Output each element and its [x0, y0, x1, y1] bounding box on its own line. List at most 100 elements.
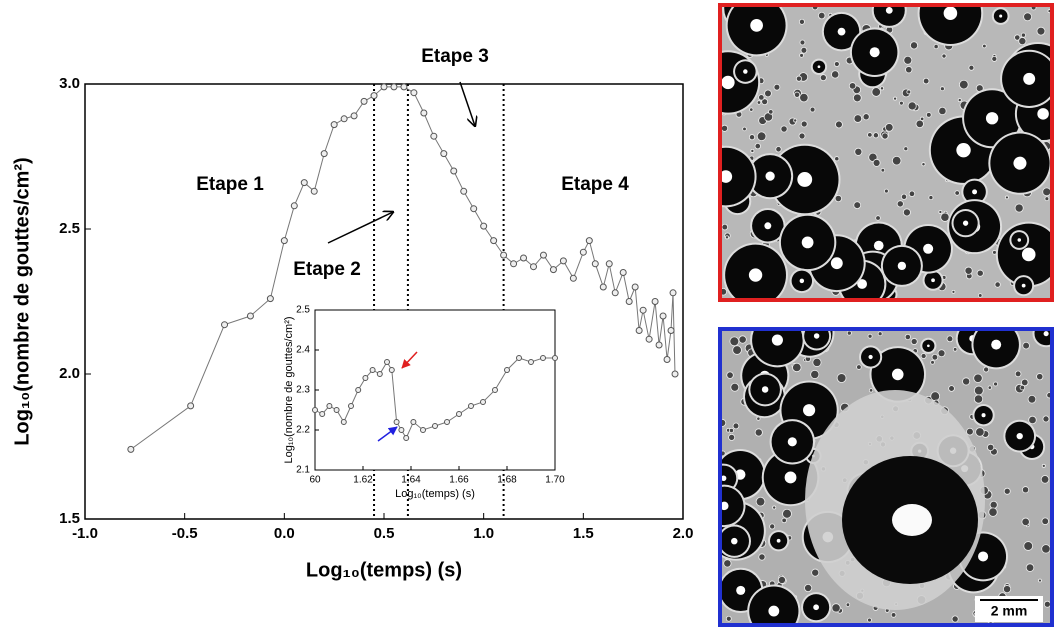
- droplet: [902, 208, 911, 217]
- droplet: [811, 568, 820, 577]
- droplet-highlight: [956, 142, 971, 158]
- y-tick-label: 2.5: [296, 305, 310, 316]
- arrow: [459, 81, 475, 126]
- droplet: [1027, 394, 1037, 404]
- x-tick-label: -1.0: [72, 525, 98, 542]
- droplet: [769, 523, 776, 530]
- y-tick-label: 3.0: [59, 75, 80, 92]
- droplet: [809, 106, 816, 113]
- data-point: [480, 222, 488, 230]
- data-point: [669, 289, 677, 297]
- y-axis-label: Log₁₀(nombre de gouttes/cm²): [11, 157, 33, 445]
- droplet: [951, 289, 956, 294]
- droplet: [986, 443, 995, 452]
- data-point: [510, 260, 518, 268]
- data-point: [490, 237, 498, 245]
- droplet: [992, 250, 997, 255]
- data-point: [611, 289, 619, 297]
- droplet: [775, 146, 782, 153]
- data-point: [348, 403, 354, 409]
- droplet-highlight: [743, 69, 748, 74]
- data-point: [540, 355, 546, 361]
- droplet: [799, 92, 809, 103]
- droplet-highlight: [1021, 247, 1036, 262]
- droplet-highlight: [972, 189, 978, 195]
- droplet: [973, 385, 984, 396]
- droplet: [1036, 26, 1046, 36]
- droplet: [1041, 517, 1049, 525]
- droplet: [725, 615, 732, 622]
- droplet-highlight: [830, 257, 843, 270]
- droplet: [756, 100, 762, 105]
- droplet: [846, 331, 852, 336]
- data-point: [384, 359, 390, 365]
- y-axis-label: Log₁₀(nombre de gouttes/cm²): [283, 316, 295, 463]
- data-point: [350, 112, 358, 120]
- data-point: [403, 435, 410, 441]
- droplet: [810, 369, 820, 379]
- droplet-highlight: [931, 278, 935, 283]
- droplet: [1021, 486, 1030, 494]
- droplet-highlight: [797, 172, 813, 187]
- y-tick-label: 2.5: [59, 220, 80, 237]
- droplet: [725, 235, 729, 240]
- droplet: [903, 55, 913, 65]
- data-point: [444, 419, 450, 425]
- droplet: [1014, 203, 1024, 213]
- droplet: [991, 55, 998, 62]
- data-point: [290, 202, 298, 210]
- data-point: [370, 92, 378, 100]
- droplet: [722, 465, 737, 491]
- droplet-highlight: [799, 278, 805, 284]
- data-point: [500, 251, 508, 259]
- droplet: [831, 603, 841, 613]
- droplet: [903, 146, 909, 152]
- stage-label: Etape 1: [196, 174, 264, 195]
- droplet: [919, 7, 982, 45]
- droplet: [795, 75, 802, 82]
- droplet-highlight: [784, 471, 797, 484]
- droplet: [728, 433, 736, 441]
- droplet: [954, 190, 960, 196]
- droplet-highlight: [803, 404, 816, 417]
- droplet: [880, 167, 886, 173]
- droplet: [905, 66, 913, 74]
- droplet: [884, 188, 889, 194]
- droplet-highlight: [748, 268, 763, 282]
- droplet: [1003, 585, 1012, 594]
- data-point: [440, 150, 448, 158]
- x-tick-label: -0.5: [172, 525, 198, 542]
- data-point: [360, 97, 368, 105]
- droplet: [993, 381, 998, 387]
- data-point: [380, 83, 388, 91]
- data-point: [320, 150, 328, 158]
- droplet: [752, 331, 803, 366]
- droplet: [938, 106, 947, 116]
- x-tick-label: 60: [309, 475, 321, 486]
- x-tick-label: 1.62: [353, 475, 373, 486]
- droplet: [973, 394, 984, 404]
- data-point: [326, 403, 333, 409]
- data-point: [631, 283, 639, 291]
- droplet: [831, 70, 840, 79]
- droplet: [755, 496, 766, 507]
- droplet: [800, 46, 808, 54]
- droplet: [875, 215, 881, 221]
- droplet-highlight: [927, 344, 930, 348]
- x-tick-label: 0.5: [374, 525, 395, 542]
- droplet-highlight: [891, 368, 904, 381]
- data-point: [605, 260, 613, 268]
- droplet-highlight: [787, 437, 797, 447]
- droplet: [764, 89, 772, 98]
- droplet-highlight: [764, 222, 772, 230]
- data-point: [340, 115, 348, 123]
- droplet-highlight: [897, 261, 907, 271]
- droplet: [833, 61, 840, 67]
- data-point: [468, 403, 474, 409]
- droplet: [881, 132, 889, 140]
- y-tick-label: 2.1: [296, 465, 310, 476]
- data-point: [319, 411, 326, 417]
- droplet: [987, 385, 992, 390]
- droplet: [937, 349, 946, 358]
- droplet: [853, 201, 862, 209]
